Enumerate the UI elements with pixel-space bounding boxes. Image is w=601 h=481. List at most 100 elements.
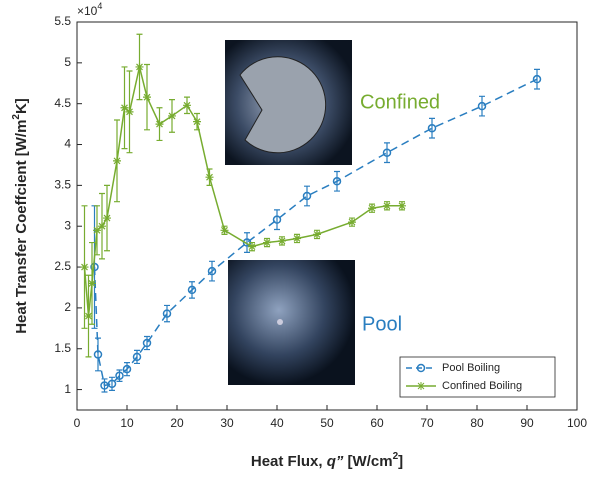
legend-marker xyxy=(416,363,426,373)
legend-marker xyxy=(417,382,425,390)
label-part: [W/cm xyxy=(343,453,392,470)
marker xyxy=(88,279,96,288)
error-bar xyxy=(244,232,250,253)
marker xyxy=(115,371,124,380)
x-tick-label: 10 xyxy=(120,416,134,430)
x-tick-label: 40 xyxy=(270,416,284,430)
marker xyxy=(293,234,301,243)
marker xyxy=(382,148,392,157)
y-tick-label: 4.5 xyxy=(54,96,71,110)
label-part: 2 xyxy=(393,451,399,462)
y-tick-label: 2 xyxy=(64,300,71,314)
marker xyxy=(113,156,121,165)
marker xyxy=(427,123,437,133)
photo-confined xyxy=(225,40,352,165)
y-tick-label: 2.5 xyxy=(54,259,71,273)
marker xyxy=(368,204,376,213)
annotation: Confined xyxy=(360,91,440,113)
marker xyxy=(248,242,256,251)
error-bar xyxy=(384,142,390,164)
marker xyxy=(193,117,201,126)
marker xyxy=(93,350,103,359)
marker xyxy=(187,285,197,295)
y-tick-label: 3.5 xyxy=(54,178,71,192)
marker xyxy=(122,364,132,374)
x-tick-label: 90 xyxy=(520,416,534,430)
label-part: K] xyxy=(13,98,30,114)
error-bar xyxy=(209,260,215,282)
marker xyxy=(332,177,342,186)
marker xyxy=(142,338,152,348)
y-tick-label: 3 xyxy=(64,218,71,232)
y-tick-label: 5.5 xyxy=(54,14,71,28)
y-tick-label: 1.5 xyxy=(54,341,71,355)
legend-label: Confined Boiling xyxy=(442,380,522,392)
marker xyxy=(84,312,93,321)
marker xyxy=(107,379,117,389)
marker xyxy=(207,266,217,276)
marker xyxy=(93,226,101,235)
error-bar xyxy=(534,68,540,90)
legend-box xyxy=(399,356,556,398)
error-bar xyxy=(304,185,310,207)
x-tick-label: 100 xyxy=(567,416,587,430)
marker xyxy=(398,201,406,210)
label-part: Heat Transfer Coeffcient [W/m xyxy=(13,120,30,334)
error-bar xyxy=(429,117,435,139)
x-tick-label: 20 xyxy=(170,416,184,430)
error-bar xyxy=(144,335,150,351)
multiplier-exponent: 4 xyxy=(97,1,102,11)
label-part: ] xyxy=(398,453,403,470)
y-tick-label: 1 xyxy=(64,382,71,396)
marker xyxy=(477,101,487,111)
error-bar xyxy=(101,378,108,393)
error-bar xyxy=(124,362,130,377)
marker xyxy=(313,230,321,239)
marker xyxy=(143,93,151,102)
marker xyxy=(120,103,129,112)
y-tick-label: 5 xyxy=(64,55,71,69)
y-axis-label: Heat Transfer Coeffcient [W/m2K] xyxy=(11,98,30,334)
x-tick-label: 50 xyxy=(320,416,334,430)
x-tick-label: 30 xyxy=(220,416,234,430)
error-bar xyxy=(134,349,140,365)
marker xyxy=(220,226,229,235)
marker xyxy=(205,173,214,182)
x-tick-label: 70 xyxy=(420,416,434,430)
marker xyxy=(278,236,286,245)
marker xyxy=(132,352,142,362)
marker xyxy=(155,120,164,129)
marker xyxy=(263,238,271,247)
x-tick-label: 0 xyxy=(74,416,81,430)
x-tick-label: 80 xyxy=(470,416,484,430)
marker xyxy=(183,101,191,110)
marker xyxy=(125,107,134,116)
x-axis-label: Heat Flux, q” [W/cm2] xyxy=(251,451,403,470)
annotation: Pool xyxy=(362,313,402,335)
marker xyxy=(100,381,109,390)
error-bar xyxy=(189,281,195,299)
error-bar xyxy=(109,376,115,391)
x-tick-label: 60 xyxy=(370,416,384,430)
marker xyxy=(80,263,89,272)
marker xyxy=(98,222,106,231)
error-bar xyxy=(334,170,340,192)
marker xyxy=(383,201,391,210)
label-part: q” xyxy=(327,453,344,470)
marker xyxy=(135,62,144,71)
marker xyxy=(302,191,312,201)
y-tick-label: 4 xyxy=(64,137,71,151)
error-bar xyxy=(274,209,280,231)
marker xyxy=(272,215,282,224)
marker xyxy=(168,111,176,120)
y-multiplier: ×104 xyxy=(77,1,102,18)
label-part: 2 xyxy=(11,114,22,120)
error-bar xyxy=(479,95,485,117)
label-part: Heat Flux, xyxy=(251,453,327,470)
marker xyxy=(162,309,172,318)
marker xyxy=(532,74,542,84)
multiplier-base: ×10 xyxy=(77,4,98,18)
marker xyxy=(348,218,356,227)
marker xyxy=(103,214,111,223)
